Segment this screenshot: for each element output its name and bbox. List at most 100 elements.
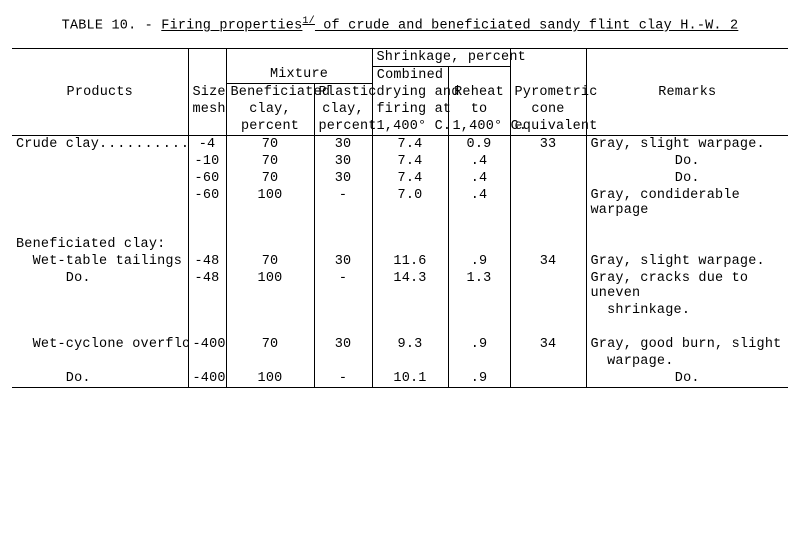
cell xyxy=(448,236,510,253)
table-row: -1070307.4.4Do. xyxy=(12,153,788,170)
table-row xyxy=(12,219,788,236)
col-plastic-1: Plastic xyxy=(314,84,372,102)
col-pce-1: Pyrometric xyxy=(510,84,586,102)
cell-remarks: Gray, good burn, slight xyxy=(586,336,788,353)
cell: 100 xyxy=(226,187,314,219)
cell: .9 xyxy=(448,336,510,353)
cell: -60 xyxy=(188,170,226,187)
cell xyxy=(188,353,226,370)
title-prefix: TABLE 10. - xyxy=(62,19,162,34)
col-reheat-1: Reheat xyxy=(448,84,510,102)
cell xyxy=(448,353,510,370)
cell-remarks xyxy=(586,236,788,253)
table-row: warpage. xyxy=(12,353,788,370)
col-size-2: mesh xyxy=(188,101,226,118)
cell-remarks: Gray, slight warpage. xyxy=(586,136,788,154)
cell: 34 xyxy=(510,336,586,353)
cell: 1.3 xyxy=(448,270,510,302)
table-row: -60100-7.0.4Gray, condiderable warpage xyxy=(12,187,788,219)
col-plastic-3: percent xyxy=(314,118,372,136)
table-row: shrinkage. xyxy=(12,302,788,319)
cell-product xyxy=(12,153,188,170)
cell: 70 xyxy=(226,153,314,170)
cell: 100 xyxy=(226,370,314,388)
cell xyxy=(372,302,448,319)
cell: -10 xyxy=(188,153,226,170)
title-underlined: Firing properties xyxy=(161,19,302,34)
col-combined-2: drying and xyxy=(372,84,448,102)
cell: - xyxy=(314,187,372,219)
cell-product: Wet-cyclone overflow (clay) xyxy=(12,336,188,353)
cell-remarks: Gray, slight warpage. xyxy=(586,253,788,270)
col-reheat-3: 1,400° C. xyxy=(448,118,510,136)
cell: 9.3 xyxy=(372,336,448,353)
cell: 7.4 xyxy=(372,153,448,170)
cell-product: Do. xyxy=(12,370,188,388)
cell xyxy=(510,353,586,370)
cell-product: Wet-table tailings (clay).. xyxy=(12,253,188,270)
col-combined-1: Combined xyxy=(372,66,448,84)
cell: .4 xyxy=(448,153,510,170)
cell-product: Do. xyxy=(12,270,188,302)
header-row-4: mesh clay, clay, firing at to cone xyxy=(12,101,788,118)
cell: 30 xyxy=(314,336,372,353)
cell xyxy=(372,236,448,253)
cell: -48 xyxy=(188,253,226,270)
header-row-3: Products Size Beneficiated Plastic dryin… xyxy=(12,84,788,102)
cell-product xyxy=(12,353,188,370)
cell: -48 xyxy=(188,270,226,302)
cell: 70 xyxy=(226,170,314,187)
cell-remarks: Do. xyxy=(586,170,788,187)
cell: - xyxy=(314,270,372,302)
cell-product xyxy=(12,187,188,219)
col-reheat-2: to xyxy=(448,101,510,118)
cell: 7.4 xyxy=(372,136,448,154)
cell-product xyxy=(12,302,188,319)
col-shrinkage: Shrinkage, percent xyxy=(372,48,510,66)
cell-product: Crude clay xyxy=(12,136,188,154)
table-row: Beneficiated clay: xyxy=(12,236,788,253)
cell: -60 xyxy=(188,187,226,219)
cell-remarks: Gray, cracks due to uneven xyxy=(586,270,788,302)
cell xyxy=(314,236,372,253)
cell-remarks: Gray, condiderable warpage xyxy=(586,187,788,219)
cell: 10.1 xyxy=(372,370,448,388)
cell: - xyxy=(314,370,372,388)
header-row-1: Shrinkage, percent xyxy=(12,48,788,66)
table-row: -6070307.4.4Do. xyxy=(12,170,788,187)
cell: 7.0 xyxy=(372,187,448,219)
cell: 11.6 xyxy=(372,253,448,270)
cell xyxy=(510,170,586,187)
cell xyxy=(314,353,372,370)
cell xyxy=(510,370,586,388)
cell: 30 xyxy=(314,253,372,270)
cell xyxy=(372,353,448,370)
cell-remarks: shrinkage. xyxy=(586,302,788,319)
cell: 33 xyxy=(510,136,586,154)
col-pce-2: cone xyxy=(510,101,586,118)
cell: 70 xyxy=(226,336,314,353)
cell xyxy=(510,270,586,302)
header-row-5: percent percent 1,400° C. 1,400° C. equi… xyxy=(12,118,788,136)
cell xyxy=(226,353,314,370)
cell: 30 xyxy=(314,170,372,187)
cell xyxy=(188,236,226,253)
col-benef-1: Beneficiated xyxy=(226,84,314,102)
table-row: Crude clay-470307.40.933Gray, slight war… xyxy=(12,136,788,154)
col-plastic-2: clay, xyxy=(314,101,372,118)
cell xyxy=(448,302,510,319)
cell-product xyxy=(12,170,188,187)
cell: -400 xyxy=(188,370,226,388)
cell-remarks: Do. xyxy=(586,153,788,170)
cell xyxy=(226,236,314,253)
cell: -400 xyxy=(188,336,226,353)
cell: 14.3 xyxy=(372,270,448,302)
col-benef-3: percent xyxy=(226,118,314,136)
col-mixture: Mixture xyxy=(226,66,372,84)
cell: 0.9 xyxy=(448,136,510,154)
table-row: Do.-400100-10.1.9Do. xyxy=(12,370,788,388)
cell xyxy=(510,153,586,170)
cell-product: Beneficiated clay: xyxy=(12,236,188,253)
col-size-1: Size xyxy=(188,84,226,102)
col-pce-3: equivalent xyxy=(510,118,586,136)
